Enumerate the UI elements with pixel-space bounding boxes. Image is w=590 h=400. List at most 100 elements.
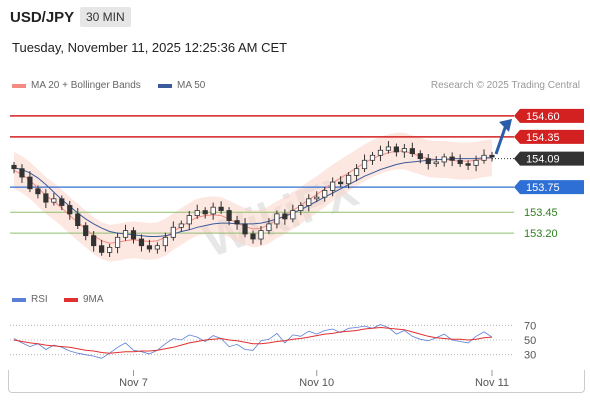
x-tick-label: Nov 11 [475,377,509,389]
candle [489,151,495,162]
candle-body [99,245,105,253]
candle [361,154,368,173]
ma50-swatch [158,83,172,88]
candle [138,234,145,252]
candle-body [11,164,17,170]
candle-body [27,176,33,190]
legend-rsi: RSI [12,294,48,305]
candle-body [162,236,168,247]
candle-body [465,163,471,166]
candle [258,226,264,245]
ma50-line [13,157,492,237]
candle-body [481,154,487,161]
candle-body [417,153,423,160]
legend-ma-bb: MA 20 + Bollinger Bands [12,80,141,91]
candle-body [43,193,49,203]
candle-body [35,188,41,195]
candle-body [194,210,200,216]
candle [67,200,73,220]
candle-body [489,154,495,158]
candle [226,207,232,226]
rsi-ma-label: 9MA [83,294,104,305]
candle-body [218,206,224,211]
candle-body [210,206,216,215]
candle [83,222,89,241]
candle-body [130,230,137,240]
forecast-arrow-head [499,118,512,132]
candle [91,231,97,252]
rsi-panel: 70 50 30 [10,320,536,362]
candle-body [250,233,256,240]
level-label-153.45: 153.45 [524,207,558,219]
candle [107,244,113,257]
candle-body [51,198,57,203]
credit-text: Research © 2025 Trading Central [430,80,580,91]
candle-body [154,245,160,250]
candle-body [306,198,312,206]
candle [210,202,216,220]
forecast-arrow-shaft [494,124,508,155]
candle-body [59,198,65,206]
candle-body [122,230,129,238]
candle-body [338,181,344,185]
candle-body [457,159,463,165]
candle [19,164,25,183]
rsi-label: RSI [31,294,48,305]
candle [99,239,105,256]
candle-body [409,148,415,155]
candle [59,195,65,211]
candle-body [234,220,240,225]
candle [481,149,487,164]
candle [194,204,200,219]
candle-body [401,148,407,153]
candle-body [473,159,479,166]
candle [114,232,121,254]
candle [345,172,352,189]
candle [457,154,463,167]
rsi-tick-30: 30 [524,350,536,362]
candle-body [361,159,368,170]
candle [242,218,248,238]
candle [473,155,479,172]
candle [250,230,256,244]
candle-body [170,226,176,238]
candle [122,224,129,241]
candle [35,185,41,199]
candle [266,218,272,234]
candle-body [377,149,384,156]
candle [282,209,288,225]
rsi-tick-70: 70 [524,320,536,332]
candle [314,191,320,203]
candle-body [298,205,304,211]
candle-body [91,235,97,247]
candle [43,189,49,209]
level-label-154.60: 154.60 [526,111,560,123]
candle-body [369,154,376,161]
candle-body [314,196,320,200]
candle [353,164,360,182]
candle-body [258,230,264,240]
candle-body [114,236,121,248]
candle [465,160,471,170]
candle-body [449,156,455,161]
candle [146,239,153,253]
candle-body [226,210,232,221]
level-label-153.75: 153.75 [526,182,560,194]
candle-body [322,190,328,198]
candle [433,156,439,167]
level-tag-154.60 [514,108,584,123]
candle-body [345,174,352,185]
candle [401,143,407,158]
candle-body [425,158,431,165]
ma-bb-swatch [12,83,26,88]
rsi-ma-line [13,326,493,354]
candle-body [282,213,288,220]
candle-body [242,223,248,235]
rsi-swatch [12,297,26,302]
candle [11,161,17,174]
level-labels: 154.60 154.35 154.09 153.75 153.45 153.20 [494,108,584,240]
candle-body [433,161,439,165]
timeframe-badge[interactable]: 30 MIN [80,7,131,27]
candle [51,192,57,206]
